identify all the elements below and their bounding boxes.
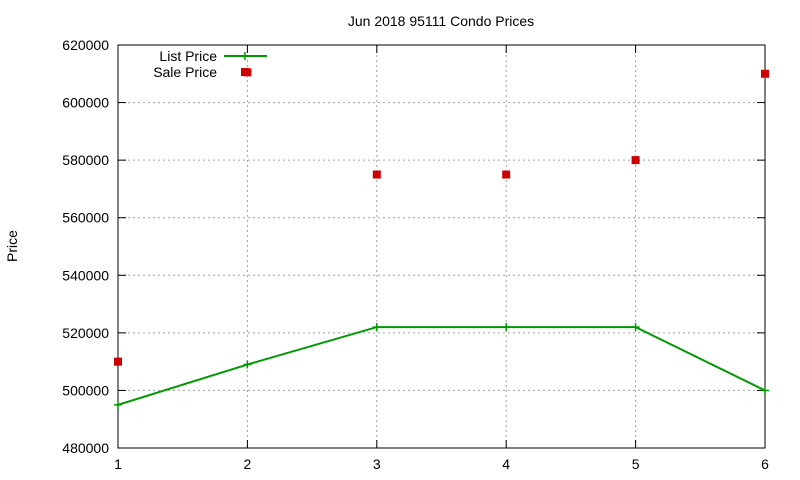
x-tick-label: 6	[761, 456, 769, 472]
y-tick-label: 480000	[62, 440, 109, 456]
sale-price-point	[114, 357, 122, 366]
x-tick-label: 2	[244, 456, 252, 472]
sale-price-point	[761, 69, 769, 78]
x-tick-label: 4	[502, 456, 510, 472]
list-price-point	[243, 360, 252, 369]
sale-price-point	[372, 170, 381, 179]
legend-label: List Price	[159, 48, 217, 64]
x-tick-label: 1	[114, 456, 122, 472]
y-axis: 480000 500000 520000 540000 560000 580000 6000…	[62, 37, 765, 456]
y-axis-label: Price	[4, 230, 20, 262]
y-tick-label: 560000	[62, 210, 109, 226]
x-axis: 1 2 3 4 5 6	[114, 45, 769, 472]
x-tick-label: 5	[632, 456, 640, 472]
y-tick-label: 580000	[62, 152, 109, 168]
list-price-point	[372, 323, 381, 332]
series	[114, 68, 769, 409]
y-tick-label: 520000	[62, 325, 109, 341]
grid-lines	[118, 45, 765, 448]
legend-swatch-square	[241, 68, 249, 76]
chart-title: Jun 2018 95111 Condo Prices	[348, 13, 534, 29]
list-price-point	[502, 323, 511, 332]
y-tick-label: 500000	[62, 382, 109, 398]
x-tick-label: 3	[373, 456, 381, 472]
legend-label: Sale Price	[153, 64, 217, 80]
y-tick-label: 540000	[62, 267, 109, 283]
y-tick-label: 600000	[62, 95, 109, 111]
sale-price-point	[631, 156, 640, 165]
list-price-point	[631, 323, 640, 332]
sale-price-point	[502, 170, 511, 179]
list-price-line	[117, 326, 766, 406]
y-tick-label: 620000	[62, 37, 109, 53]
list-price-point	[761, 386, 769, 395]
list-price-point	[114, 400, 122, 409]
plot-area-border	[117, 44, 766, 449]
